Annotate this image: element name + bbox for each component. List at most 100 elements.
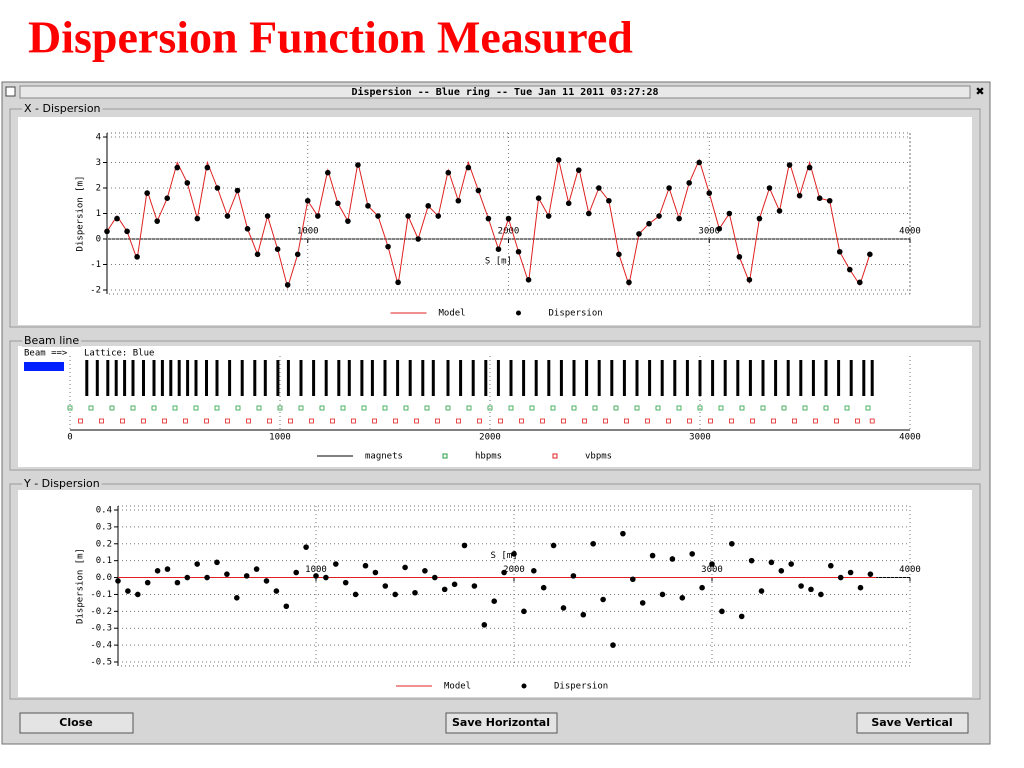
data-point xyxy=(636,231,642,237)
data-point xyxy=(325,169,331,176)
bpm xyxy=(193,405,199,411)
data-point xyxy=(699,584,705,591)
window-menu[interactable] xyxy=(5,86,16,97)
data-point xyxy=(746,277,753,283)
data-point xyxy=(445,169,452,176)
data-point xyxy=(806,164,813,171)
data-point xyxy=(816,195,823,201)
bpm xyxy=(529,405,535,411)
button[interactable] xyxy=(19,712,134,734)
bpm xyxy=(403,405,409,411)
data-point xyxy=(333,561,339,567)
bpm xyxy=(487,405,493,411)
bpm xyxy=(382,405,388,411)
data-point xyxy=(304,197,311,204)
data-point xyxy=(600,596,606,603)
data-point xyxy=(481,622,488,628)
data-point xyxy=(716,226,723,232)
data-point xyxy=(475,187,482,194)
y-tick-label: -0.4 xyxy=(90,641,112,651)
magnet xyxy=(484,360,488,396)
x-axis-label: S [m] xyxy=(485,257,512,267)
bpm xyxy=(592,405,598,411)
magnet xyxy=(370,360,374,396)
data-point xyxy=(135,591,141,598)
data-point xyxy=(104,228,110,235)
panel-label-bg xyxy=(22,335,82,347)
bpm xyxy=(340,405,346,411)
magnet xyxy=(799,360,803,396)
data-point xyxy=(696,159,703,166)
button[interactable] xyxy=(445,712,558,734)
panel-frame xyxy=(9,340,981,471)
data-point xyxy=(736,254,743,260)
data-point xyxy=(224,571,230,577)
magnet xyxy=(360,360,364,396)
panel-frame xyxy=(9,483,981,700)
button[interactable] xyxy=(856,712,969,734)
data-point xyxy=(293,569,300,576)
magnet xyxy=(95,360,99,396)
x-tick-label: 4000 xyxy=(899,227,921,237)
magnet xyxy=(471,360,475,396)
data-point xyxy=(550,542,557,549)
data-point xyxy=(535,195,542,201)
bpm xyxy=(466,405,472,411)
magnet xyxy=(383,360,387,396)
legend-label: Dispersion xyxy=(554,682,608,692)
y-tick-label: 0 xyxy=(96,235,101,245)
bpm xyxy=(687,418,692,424)
bpm xyxy=(435,418,440,424)
data-point xyxy=(646,220,652,227)
data-point xyxy=(659,591,666,598)
bpm xyxy=(67,405,73,411)
bpm xyxy=(718,405,724,411)
bpm xyxy=(414,418,419,424)
data-point xyxy=(857,584,864,591)
data-point xyxy=(857,279,863,286)
data-point xyxy=(796,192,803,199)
bpm xyxy=(309,418,314,424)
magnet xyxy=(194,360,198,396)
legend-label: vbpms xyxy=(585,452,612,462)
magnet xyxy=(408,360,412,396)
data-point xyxy=(254,251,261,258)
data-point xyxy=(531,568,537,574)
bpm xyxy=(708,418,713,424)
data-point xyxy=(836,248,843,255)
data-point xyxy=(738,613,745,620)
bpm xyxy=(834,418,839,424)
bpm xyxy=(351,418,356,424)
magnet xyxy=(723,360,727,396)
bpm xyxy=(288,418,293,424)
bpm xyxy=(88,405,94,411)
data-point xyxy=(114,215,120,222)
data-point xyxy=(204,164,211,171)
legend-swatch xyxy=(442,453,448,459)
data-point xyxy=(134,254,140,260)
close-icon[interactable]: ✖ xyxy=(975,85,984,98)
bpm xyxy=(645,418,650,424)
x-tick-label: 3000 xyxy=(701,565,723,575)
magnet xyxy=(240,360,244,396)
data-point xyxy=(154,218,160,224)
bpm xyxy=(330,418,335,424)
bpm xyxy=(246,418,251,424)
bpm xyxy=(456,418,461,424)
y-tick-label: -0.3 xyxy=(90,624,112,634)
window-title: Dispersion -- Blue ring -- Tue Jan 11 20… xyxy=(351,86,658,98)
bpm xyxy=(697,405,703,411)
data-point xyxy=(798,583,804,589)
data-point xyxy=(214,185,221,191)
button-label: Save Horizontal xyxy=(452,716,550,729)
data-point xyxy=(808,586,814,593)
magnet xyxy=(286,360,290,396)
data-point xyxy=(748,557,755,564)
magnet xyxy=(824,360,828,396)
magnet xyxy=(597,360,601,396)
bpm xyxy=(550,405,556,411)
data-point xyxy=(686,180,692,186)
legend-label: magnets xyxy=(365,452,403,462)
